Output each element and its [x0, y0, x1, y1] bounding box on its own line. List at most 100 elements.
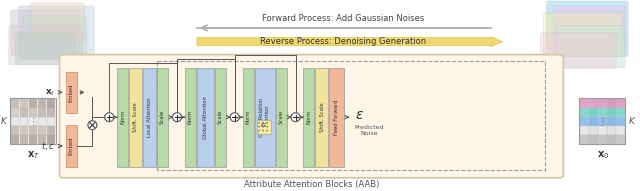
- Bar: [598, 135, 607, 143]
- Bar: [185, 68, 196, 167]
- Text: Scale: Scale: [278, 110, 284, 124]
- Bar: [607, 135, 616, 143]
- Bar: [607, 99, 616, 108]
- Bar: [589, 126, 598, 135]
- Bar: [20, 117, 28, 126]
- Bar: [11, 117, 19, 126]
- Bar: [29, 135, 37, 143]
- Text: Norm: Norm: [188, 110, 193, 124]
- Bar: [589, 108, 598, 117]
- Text: Predicted
Noise: Predicted Noise: [355, 125, 384, 136]
- Bar: [38, 99, 46, 108]
- FancyBboxPatch shape: [554, 6, 625, 55]
- FancyArrow shape: [197, 37, 502, 47]
- Bar: [607, 117, 616, 126]
- Bar: [330, 68, 344, 167]
- Text: Reverse Process: Denoising Generation: Reverse Process: Denoising Generation: [260, 37, 426, 46]
- Text: Norm: Norm: [246, 110, 251, 124]
- Bar: [580, 117, 589, 126]
- Text: $t, c$: $t, c$: [42, 140, 56, 152]
- Bar: [598, 108, 607, 117]
- Bar: [11, 135, 19, 143]
- Text: Graph Relation
Attention: Graph Relation Attention: [259, 98, 270, 137]
- Bar: [29, 117, 37, 126]
- Circle shape: [105, 113, 114, 122]
- Bar: [197, 68, 214, 167]
- Bar: [38, 117, 46, 126]
- Circle shape: [259, 122, 260, 124]
- Bar: [29, 126, 37, 135]
- Circle shape: [291, 113, 300, 122]
- Text: Local Attention: Local Attention: [147, 97, 152, 137]
- Text: Scale: Scale: [160, 110, 165, 124]
- Text: Shift, Scale: Shift, Scale: [133, 102, 138, 132]
- Circle shape: [262, 126, 264, 128]
- Bar: [20, 99, 28, 108]
- Bar: [20, 135, 28, 143]
- Text: $\mathbf{x}_0$: $\mathbf{x}_0$: [596, 149, 609, 161]
- Text: Norm: Norm: [120, 110, 125, 124]
- Bar: [47, 108, 55, 117]
- Bar: [20, 108, 28, 117]
- Circle shape: [259, 126, 260, 128]
- Bar: [616, 135, 625, 143]
- Bar: [598, 126, 607, 135]
- FancyBboxPatch shape: [547, 1, 628, 57]
- Text: Scale: Scale: [218, 110, 223, 124]
- Bar: [29, 108, 37, 117]
- FancyBboxPatch shape: [556, 26, 625, 68]
- Bar: [11, 99, 19, 108]
- Bar: [579, 98, 625, 144]
- FancyBboxPatch shape: [19, 6, 94, 60]
- Bar: [598, 99, 607, 108]
- Bar: [38, 108, 46, 117]
- Bar: [276, 68, 287, 167]
- FancyBboxPatch shape: [16, 33, 74, 65]
- FancyBboxPatch shape: [540, 33, 616, 69]
- Bar: [157, 68, 168, 167]
- Bar: [303, 68, 314, 167]
- Circle shape: [262, 122, 264, 124]
- Bar: [157, 61, 545, 170]
- Bar: [255, 68, 275, 167]
- Text: K: K: [1, 117, 7, 126]
- Bar: [257, 120, 271, 134]
- Bar: [38, 126, 46, 135]
- Bar: [11, 108, 19, 117]
- Circle shape: [88, 121, 97, 130]
- Circle shape: [173, 113, 182, 122]
- Bar: [243, 68, 253, 167]
- Text: ⋮: ⋮: [28, 117, 38, 127]
- Text: Global Attention: Global Attention: [203, 96, 208, 139]
- Text: Forward Process: Add Gaussian Noises: Forward Process: Add Gaussian Noises: [262, 14, 424, 23]
- Text: Embed: Embed: [69, 83, 74, 102]
- Text: Norm: Norm: [307, 110, 312, 124]
- Bar: [11, 126, 19, 135]
- Circle shape: [230, 113, 239, 122]
- Bar: [616, 117, 625, 126]
- Circle shape: [266, 122, 268, 124]
- Bar: [589, 99, 598, 108]
- Bar: [47, 126, 55, 135]
- Bar: [616, 108, 625, 117]
- Bar: [47, 99, 55, 108]
- FancyBboxPatch shape: [60, 55, 563, 178]
- Text: $\mathbf{x}_T$: $\mathbf{x}_T$: [27, 149, 40, 161]
- Bar: [589, 135, 598, 143]
- Bar: [598, 117, 607, 126]
- Bar: [607, 126, 616, 135]
- Bar: [29, 99, 37, 108]
- FancyBboxPatch shape: [9, 26, 83, 65]
- Bar: [38, 135, 46, 143]
- Bar: [580, 135, 589, 143]
- Bar: [20, 126, 28, 135]
- Text: $\mathbf{x}_t$: $\mathbf{x}_t$: [45, 87, 56, 98]
- FancyBboxPatch shape: [31, 3, 84, 42]
- Text: Attribute Attention Blocks (AAB): Attribute Attention Blocks (AAB): [244, 180, 379, 189]
- Bar: [65, 125, 77, 167]
- Text: Shift, Scale: Shift, Scale: [319, 102, 324, 132]
- Text: ⋮: ⋮: [598, 117, 607, 127]
- Text: K: K: [629, 117, 635, 126]
- Circle shape: [262, 130, 264, 131]
- FancyBboxPatch shape: [22, 16, 86, 58]
